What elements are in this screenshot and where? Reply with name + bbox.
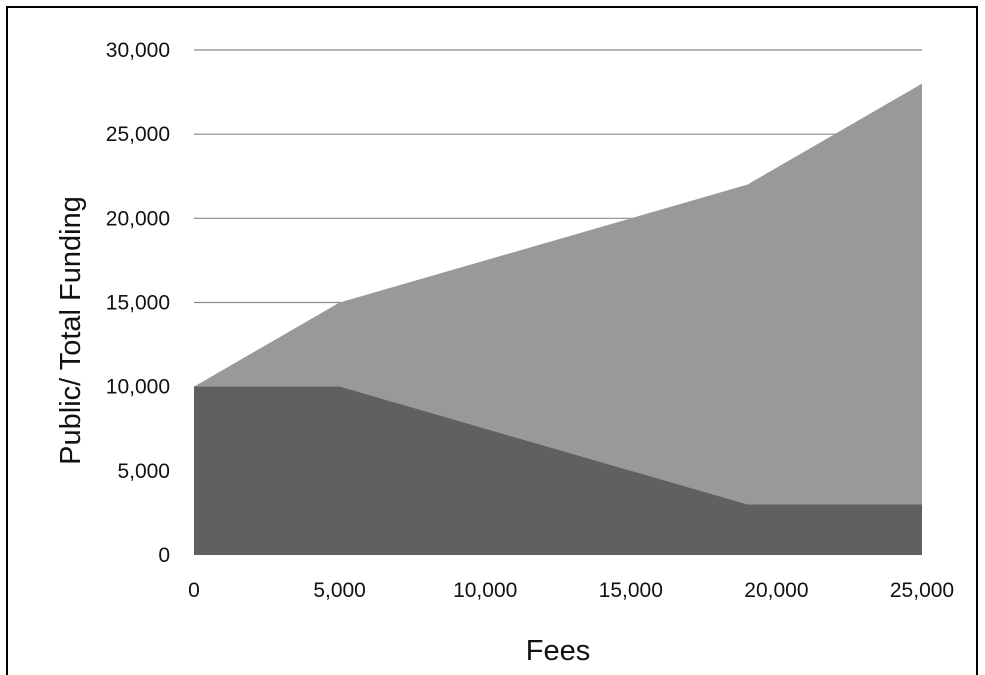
- y-axis-title: Public/ Total Funding: [55, 196, 87, 465]
- y-tick-label: 5,000: [117, 460, 170, 483]
- y-tick-label: 10,000: [106, 376, 170, 399]
- chart-areas: [194, 83, 922, 556]
- y-tick-label: 30,000: [106, 39, 170, 62]
- x-axis-ticks: 0 5,000 10,000 15,000 20,000 25,000: [188, 579, 954, 602]
- y-tick-label: 0: [158, 544, 170, 567]
- x-axis-title: Fees: [526, 635, 590, 667]
- y-tick-label: 15,000: [106, 292, 170, 315]
- x-tick-label: 5,000: [313, 579, 366, 602]
- x-tick-label: 15,000: [599, 579, 663, 602]
- x-tick-label: 0: [188, 579, 200, 602]
- y-tick-label: 25,000: [106, 123, 170, 146]
- area-public: [194, 386, 922, 555]
- x-tick-label: 10,000: [453, 579, 517, 602]
- x-tick-label: 25,000: [890, 579, 954, 602]
- y-tick-label: 20,000: [106, 207, 170, 230]
- x-tick-label: 20,000: [744, 579, 808, 602]
- y-axis-ticks: 0 5,000 10,000 15,000 20,000 25,000 30,000: [106, 39, 170, 567]
